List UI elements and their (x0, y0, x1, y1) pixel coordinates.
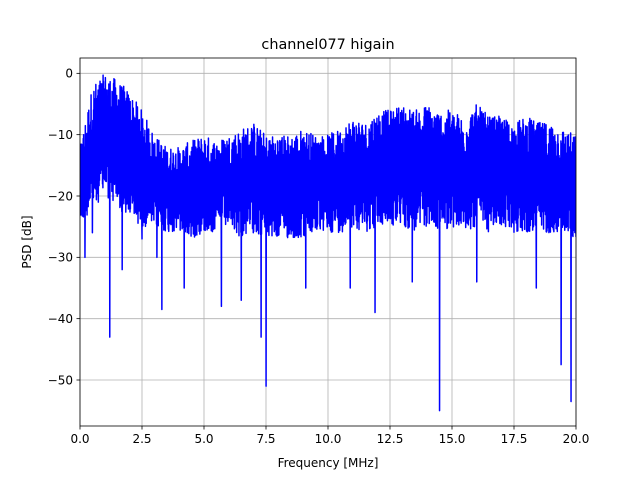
y-axis-label: PSD [dB] (20, 215, 34, 268)
x-axis: 0.0 2.5 5.0 7.5 10.0 12.5 15.0 17.5 20.0 (70, 426, 589, 446)
x-tick-label: 5.0 (194, 432, 213, 446)
y-tick-label: −30 (48, 251, 73, 265)
x-tick-label: 7.5 (256, 432, 275, 446)
y-tick-label: −10 (48, 128, 73, 142)
y-tick-label: −20 (48, 189, 73, 203)
series-layer (80, 74, 576, 412)
x-tick-label: 12.5 (377, 432, 404, 446)
x-tick-label: 15.0 (439, 432, 466, 446)
x-axis-label: Frequency [MHz] (278, 456, 379, 470)
y-tick-label: −50 (48, 373, 73, 387)
y-axis: 0 −10 −20 −30 −40 −50 (48, 67, 80, 387)
x-tick-label: 2.5 (132, 432, 151, 446)
x-tick-label: 20.0 (563, 432, 590, 446)
y-tick-label: −40 (48, 312, 73, 326)
x-tick-label: 0.0 (70, 432, 89, 446)
x-tick-label: 10.0 (315, 432, 342, 446)
y-tick-label: 0 (65, 67, 73, 81)
chart-title: channel077 higain (261, 37, 394, 53)
psd-series-line (80, 74, 576, 412)
x-tick-label: 17.5 (501, 432, 528, 446)
